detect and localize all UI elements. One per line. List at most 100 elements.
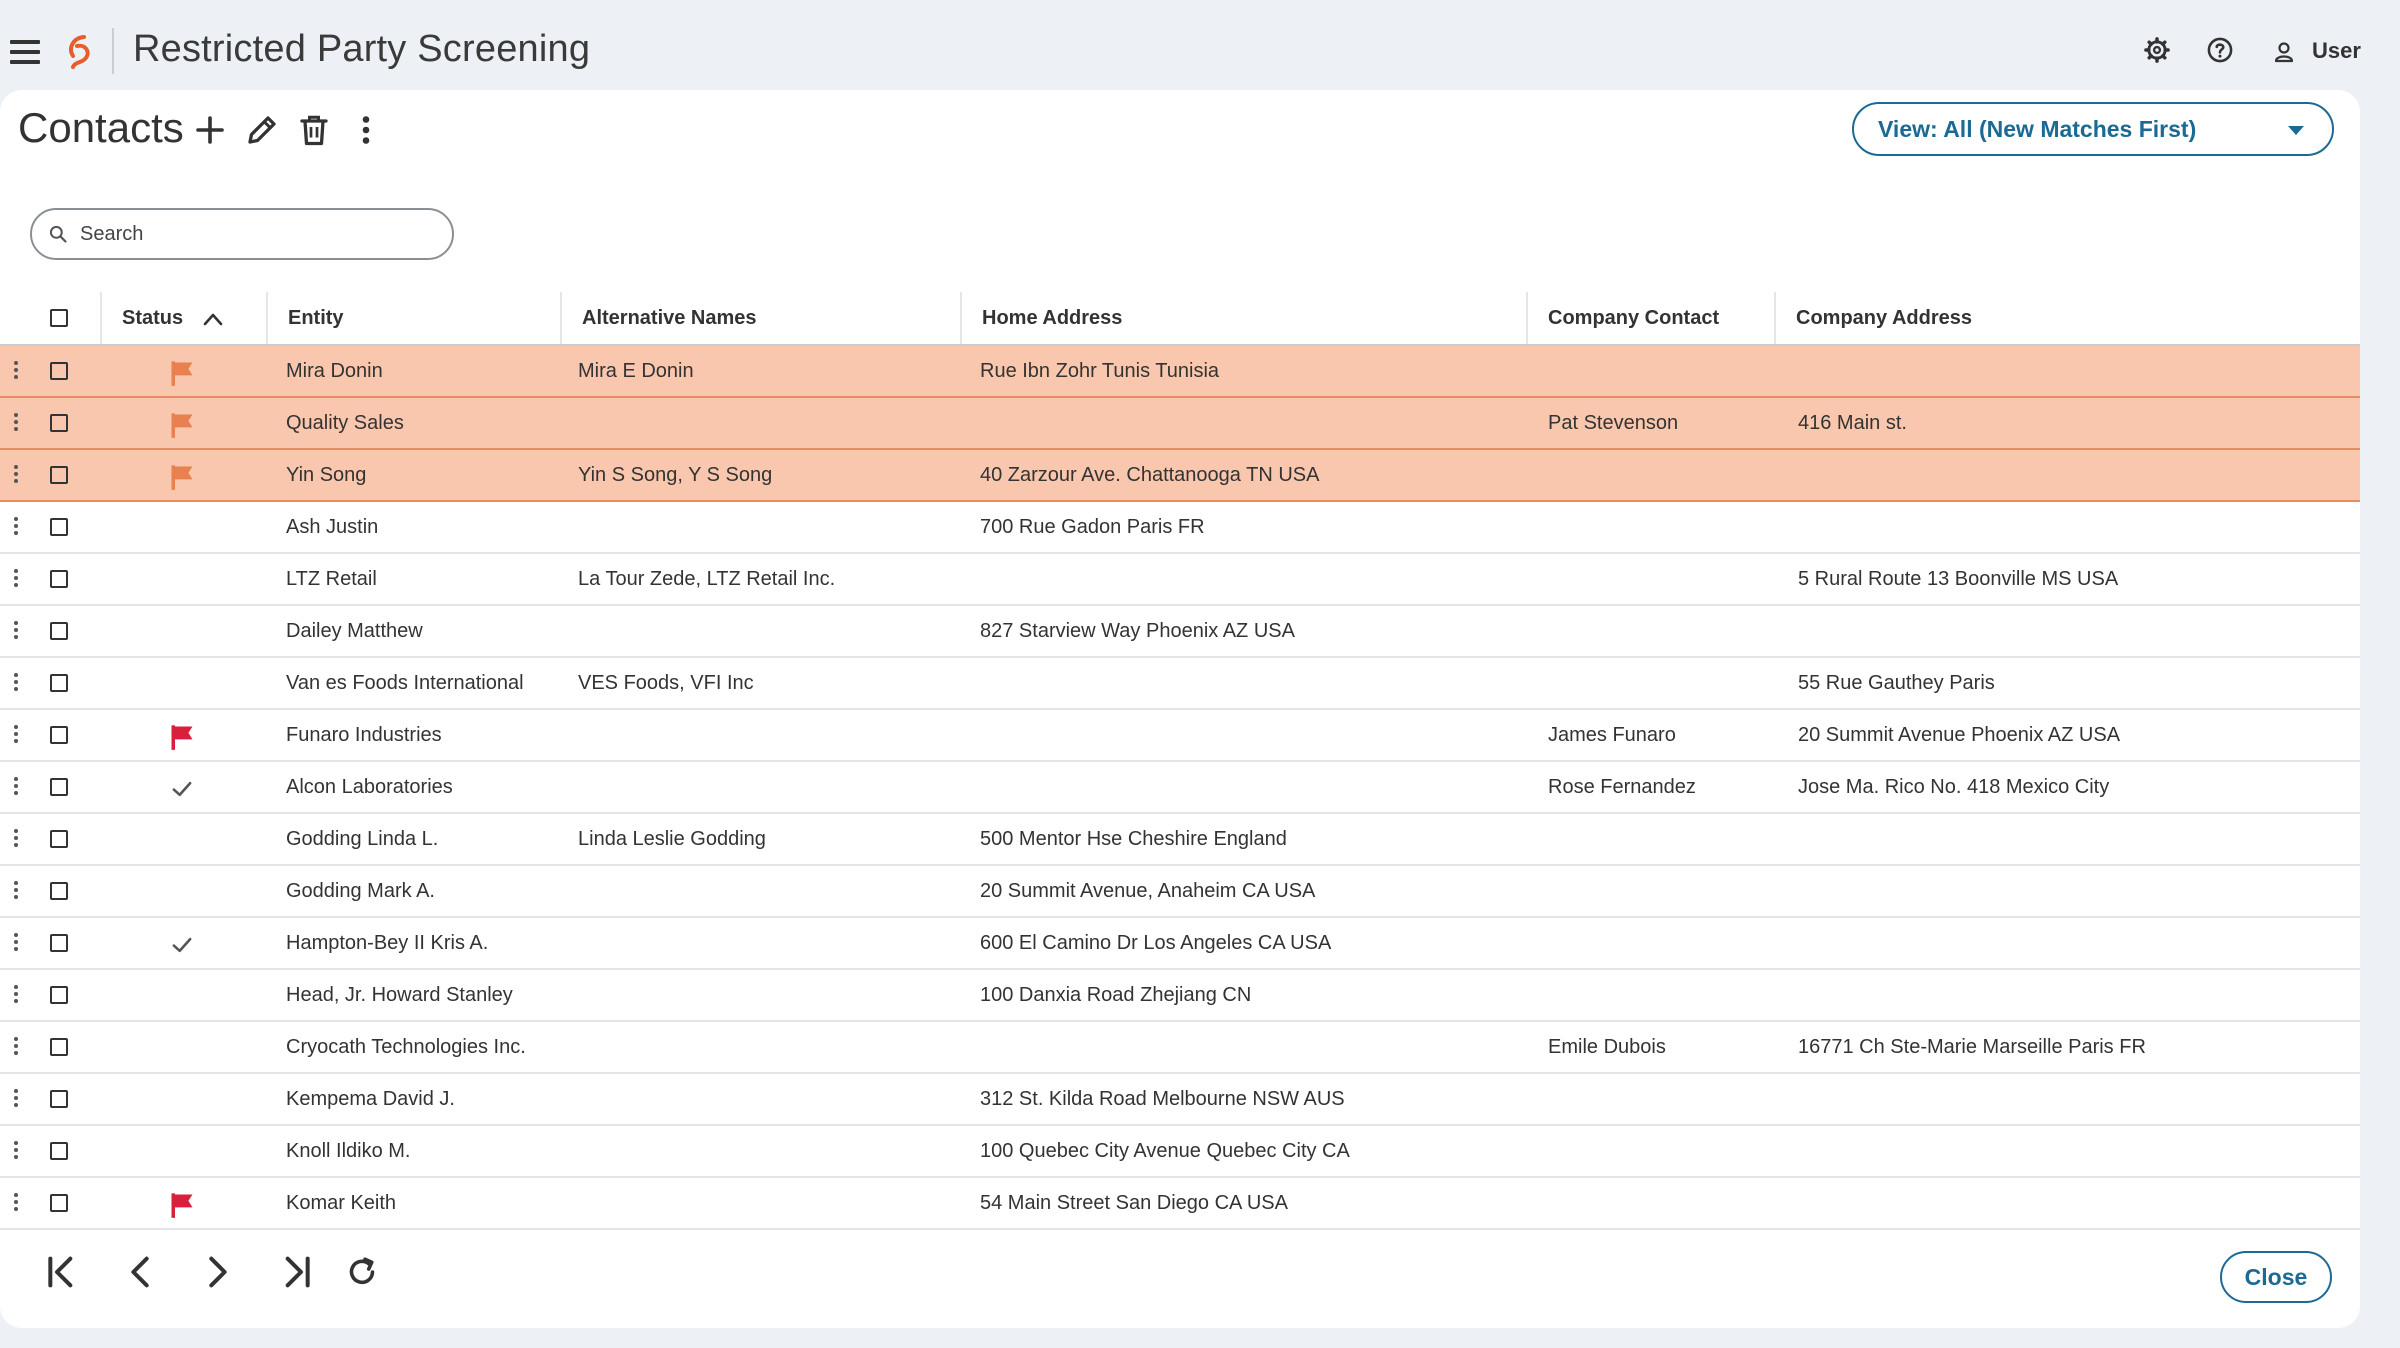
company-contact-cell: Pat Stevenson xyxy=(1548,412,1679,434)
column-header-alternative-names[interactable]: Alternative Names xyxy=(560,292,960,344)
row-checkbox[interactable] xyxy=(50,986,68,1004)
row-checkbox[interactable] xyxy=(50,830,68,848)
column-header-entity[interactable]: Entity xyxy=(266,292,560,344)
row-drag-handle-icon[interactable] xyxy=(14,725,20,747)
row-drag-handle-icon[interactable] xyxy=(14,829,20,851)
page-title: Contacts xyxy=(18,104,184,151)
row-drag-handle-icon[interactable] xyxy=(14,881,20,903)
entity-cell: LTZ Retail xyxy=(286,568,377,590)
top-bar: Restricted Party Screening User xyxy=(0,0,2400,90)
row-checkbox[interactable] xyxy=(50,414,68,432)
row-drag-handle-icon[interactable] xyxy=(14,777,20,799)
row-checkbox[interactable] xyxy=(50,362,68,380)
home-address-cell: 54 Main Street San Diego CA USA xyxy=(980,1192,1288,1214)
row-checkbox[interactable] xyxy=(50,934,68,952)
row-checkbox[interactable] xyxy=(50,1038,68,1056)
delete-trash-icon[interactable] xyxy=(296,112,332,148)
entity-cell: Godding Linda L. xyxy=(286,828,439,850)
table-row[interactable]: Yin Song Yin S Song, Y S Song 40 Zarzour A… xyxy=(0,450,2360,502)
home-address-cell: 100 Danxia Road Zhejiang CN xyxy=(980,984,1252,1006)
row-drag-handle-icon[interactable] xyxy=(14,1089,20,1111)
row-drag-handle-icon[interactable] xyxy=(14,1141,20,1163)
table-row[interactable]: Funaro Industries James Funaro 20 Summit A… xyxy=(0,710,2360,762)
row-checkbox[interactable] xyxy=(50,882,68,900)
previous-page-icon[interactable] xyxy=(120,1252,160,1292)
column-header-home-address[interactable]: Home Address xyxy=(960,292,1526,344)
user-menu-label[interactable]: User xyxy=(2312,38,2361,63)
row-checkbox[interactable] xyxy=(50,622,68,640)
table-row[interactable]: Ash Justin 700 Rue Gadon Paris FR xyxy=(0,502,2360,554)
row-checkbox[interactable] xyxy=(50,778,68,796)
table-row[interactable]: Kempema David J. 312 St. Kilda Road Melbo… xyxy=(0,1074,2360,1126)
column-header-company-address[interactable]: Company Address xyxy=(1774,292,2360,344)
entity-cell: Ash Justin xyxy=(286,516,379,538)
row-drag-handle-icon[interactable] xyxy=(14,569,20,591)
table-row[interactable]: LTZ Retail La Tour Zede, LTZ Retail Inc. 5… xyxy=(0,554,2360,606)
search-box[interactable] xyxy=(30,208,454,260)
flag-icon xyxy=(171,1193,193,1218)
close-button[interactable]: Close xyxy=(2220,1251,2332,1303)
table-row[interactable]: Van es Foods International VES Foods, VFI… xyxy=(0,658,2360,710)
more-vertical-icon[interactable] xyxy=(348,112,384,148)
table-row[interactable]: Alcon Laboratories Rose Fernandez Jose Ma.… xyxy=(0,762,2360,814)
table-row[interactable]: Komar Keith 54 Main Street San Diego CA U… xyxy=(0,1178,2360,1230)
row-drag-handle-icon[interactable] xyxy=(14,1193,20,1215)
view-filter-select[interactable]: View: All (New Matches First) xyxy=(1852,102,2334,156)
entity-cell: Hampton-Bey II Kris A. xyxy=(286,932,489,954)
sort-ascending-icon[interactable] xyxy=(203,312,223,326)
row-checkbox[interactable] xyxy=(50,1090,68,1108)
row-checkbox[interactable] xyxy=(50,1194,68,1212)
company-address-cell: 416 Main st. xyxy=(1798,412,1907,434)
select-all-checkbox[interactable] xyxy=(50,309,68,327)
column-header-status[interactable]: Status xyxy=(100,292,266,344)
entity-cell: Mira Donin xyxy=(286,360,383,382)
company-contact-cell: James Funaro xyxy=(1548,724,1676,746)
first-page-icon[interactable] xyxy=(42,1252,82,1292)
add-icon[interactable] xyxy=(192,112,228,148)
company-address-cell: 16771 Ch Ste-Marie Marseille Paris FR xyxy=(1798,1036,2146,1058)
table-row[interactable]: Hampton-Bey II Kris A. 600 El Camino Dr L… xyxy=(0,918,2360,970)
flag-icon xyxy=(171,361,193,386)
row-checkbox[interactable] xyxy=(50,726,68,744)
row-drag-handle-icon[interactable] xyxy=(14,517,20,539)
table-row[interactable]: Quality Sales Pat Stevenson 416 Main st. xyxy=(0,398,2360,450)
alternative-names-cell: Mira E Donin xyxy=(578,360,694,382)
contacts-panel: Contacts View: All (New Matches First) S… xyxy=(0,90,2360,1328)
contacts-table-body: Mira Donin Mira E Donin Rue Ibn Zohr Tunis… xyxy=(0,346,2360,1230)
row-checkbox[interactable] xyxy=(50,1142,68,1160)
hamburger-menu-icon[interactable] xyxy=(10,40,40,64)
search-input[interactable] xyxy=(80,220,440,248)
table-row[interactable]: Head, Jr. Howard Stanley 100 Danxia Road … xyxy=(0,970,2360,1022)
edit-pencil-icon[interactable] xyxy=(244,112,280,148)
row-drag-handle-icon[interactable] xyxy=(14,933,20,955)
check-icon xyxy=(172,781,192,797)
entity-cell: Cryocath Technologies Inc. xyxy=(286,1036,526,1058)
row-drag-handle-icon[interactable] xyxy=(14,621,20,643)
row-checkbox[interactable] xyxy=(50,570,68,588)
row-drag-handle-icon[interactable] xyxy=(14,413,20,435)
table-row[interactable]: Godding Linda L. Linda Leslie Godding 500 … xyxy=(0,814,2360,866)
refresh-icon[interactable] xyxy=(344,1254,380,1290)
row-checkbox[interactable] xyxy=(50,518,68,536)
user-icon[interactable] xyxy=(2272,40,2296,64)
home-address-cell: 40 Zarzour Ave. Chattanooga TN USA xyxy=(980,464,1320,486)
table-row[interactable]: Cryocath Technologies Inc. Emile Dubois 16… xyxy=(0,1022,2360,1074)
table-row[interactable]: Dailey Matthew 827 Starview Way Phoenix A… xyxy=(0,606,2360,658)
row-drag-handle-icon[interactable] xyxy=(14,985,20,1007)
table-row[interactable]: Mira Donin Mira E Donin Rue Ibn Zohr Tunis… xyxy=(0,346,2360,398)
help-icon[interactable] xyxy=(2206,36,2234,64)
last-page-icon[interactable] xyxy=(276,1252,316,1292)
row-drag-handle-icon[interactable] xyxy=(14,1037,20,1059)
row-drag-handle-icon[interactable] xyxy=(14,673,20,695)
app-title: Restricted Party Screening xyxy=(133,28,591,70)
column-header-company-contact[interactable]: Company Contact xyxy=(1526,292,1774,344)
row-checkbox[interactable] xyxy=(50,466,68,484)
row-drag-handle-icon[interactable] xyxy=(14,361,20,383)
row-checkbox[interactable] xyxy=(50,674,68,692)
table-row[interactable]: Godding Mark A. 20 Summit Avenue, Anaheim… xyxy=(0,866,2360,918)
next-page-icon[interactable] xyxy=(198,1252,238,1292)
row-drag-handle-icon[interactable] xyxy=(14,465,20,487)
gear-icon[interactable] xyxy=(2143,36,2171,64)
home-address-cell: 100 Quebec City Avenue Quebec City CA xyxy=(980,1140,1350,1162)
table-row[interactable]: Knoll Ildiko M. 100 Quebec City Avenue Qu… xyxy=(0,1126,2360,1178)
